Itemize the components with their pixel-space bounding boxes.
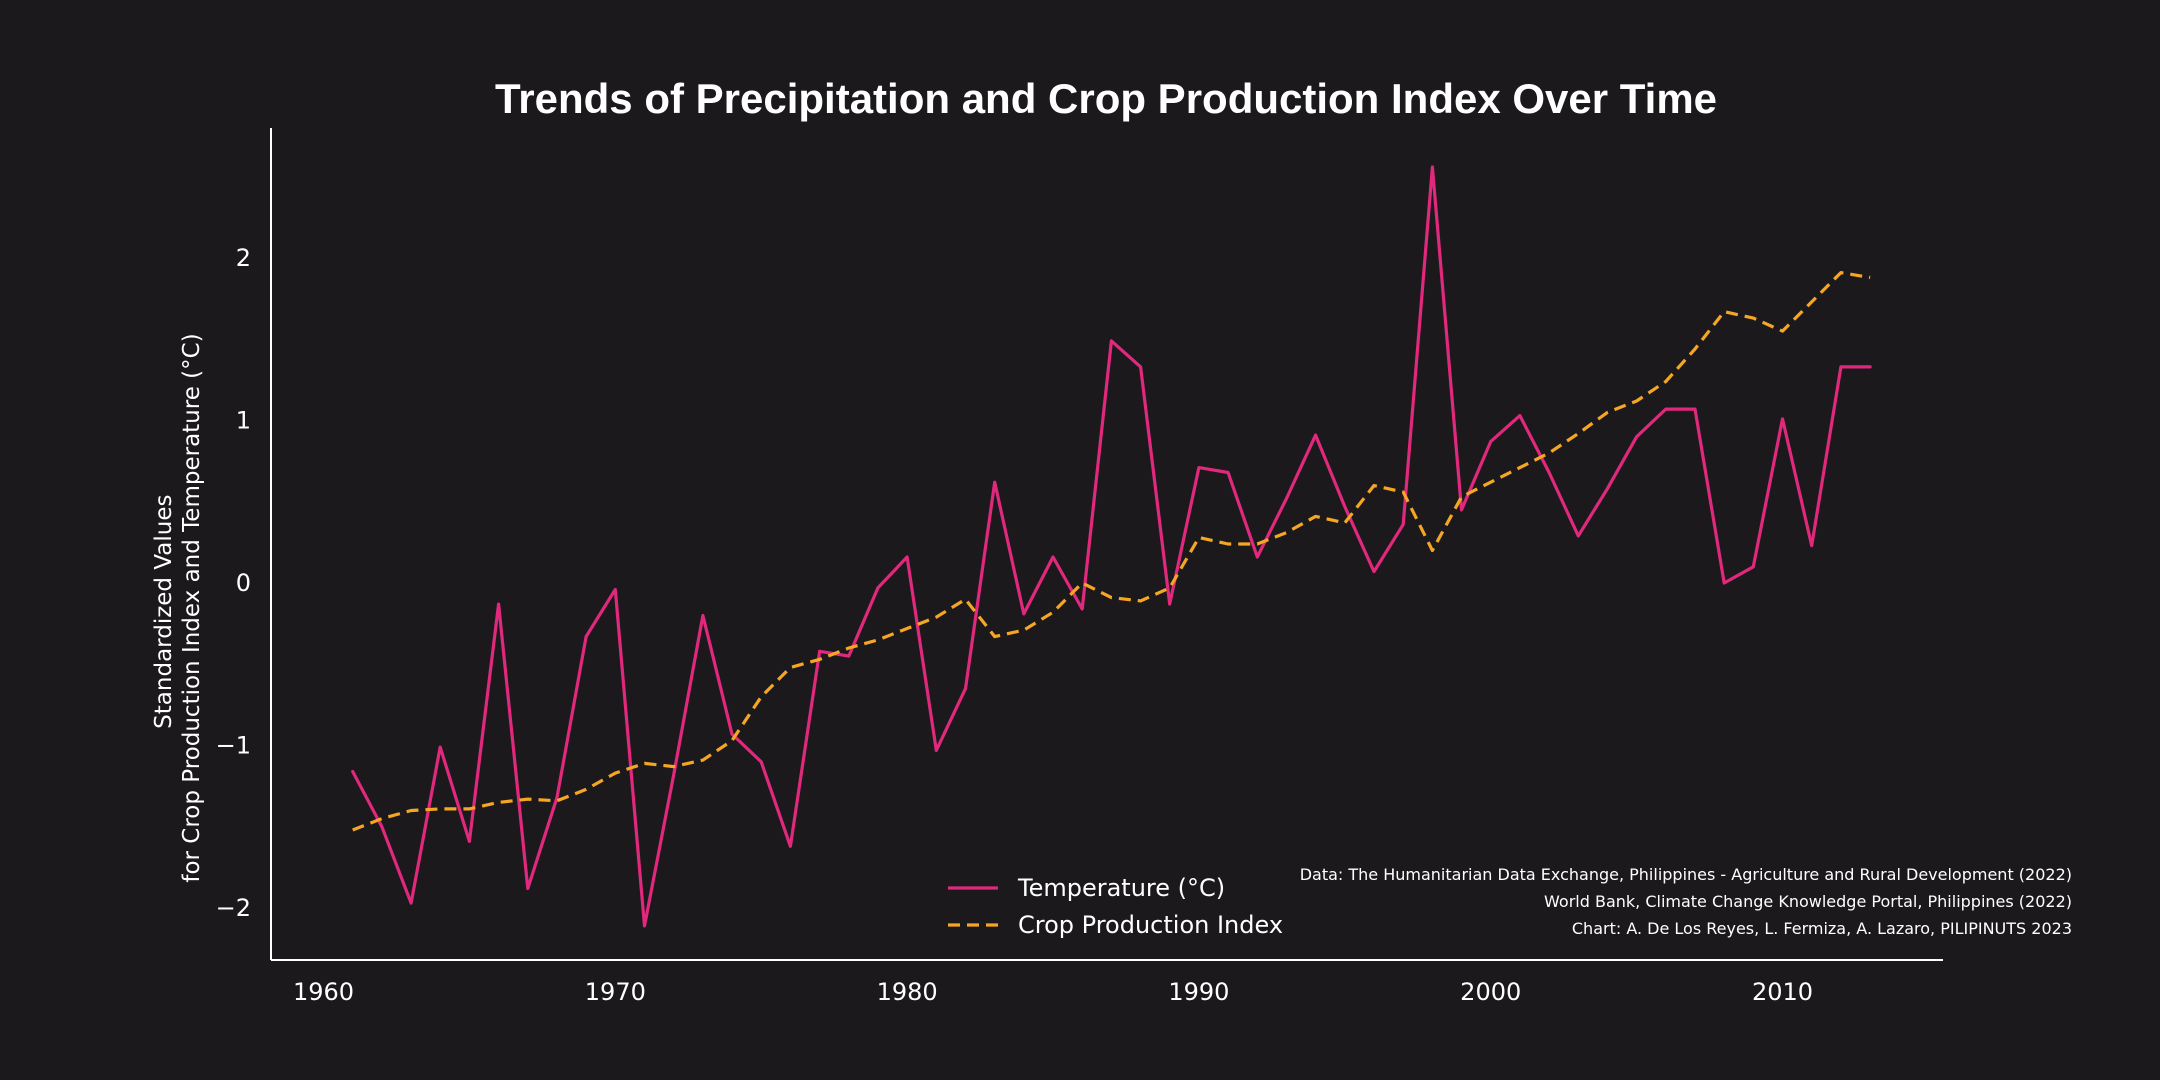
source-line-2: World Bank, Climate Change Knowledge Por… bbox=[1544, 892, 2072, 911]
x-tick-label: 2010 bbox=[1752, 978, 1813, 1006]
y-axis-label-line2: for Crop Production Index and Temperatur… bbox=[179, 333, 205, 882]
series-line-crop-production bbox=[352, 271, 1871, 832]
legend-label-crop-production: Crop Production Index bbox=[1018, 911, 1283, 939]
x-tick-label: 1980 bbox=[877, 978, 938, 1006]
x-tick-label: 1970 bbox=[585, 978, 646, 1006]
source-line-1: Data: The Humanitarian Data Exchange, Ph… bbox=[1300, 865, 2072, 884]
y-axis-label: Standardized Values for Crop Production … bbox=[151, 333, 205, 882]
x-tick-label: 2000 bbox=[1460, 978, 1521, 1006]
y-axis-label-line1: Standardized Values bbox=[151, 495, 177, 729]
source-note: Data: The Humanitarian Data Exchange, Ph… bbox=[1300, 865, 2072, 938]
y-tick-label: −1 bbox=[216, 732, 251, 760]
x-tick-label: 1990 bbox=[1168, 978, 1229, 1006]
y-tick-label: −2 bbox=[216, 894, 251, 922]
series-line-temperature bbox=[351, 165, 1872, 928]
y-tick-label: 2 bbox=[236, 244, 251, 272]
axes bbox=[270, 128, 1943, 961]
x-axis-ticks: 1960 1970 1980 1990 2000 2010 bbox=[293, 978, 1813, 1006]
source-line-3: Chart: A. De Los Reyes, L. Fermiza, A. L… bbox=[1572, 919, 2072, 938]
x-tick-label: 1960 bbox=[293, 978, 354, 1006]
series-layer bbox=[351, 165, 1872, 928]
legend-label-temperature: Temperature (°C) bbox=[1017, 874, 1225, 902]
legend: Temperature (°C) Crop Production Index bbox=[948, 874, 1283, 939]
y-tick-label: 0 bbox=[236, 569, 251, 597]
y-tick-label: 1 bbox=[236, 407, 251, 435]
chart-title: Trends of Precipitation and Crop Product… bbox=[495, 75, 1717, 122]
y-axis-ticks: −2 −1 0 1 2 bbox=[216, 244, 251, 922]
